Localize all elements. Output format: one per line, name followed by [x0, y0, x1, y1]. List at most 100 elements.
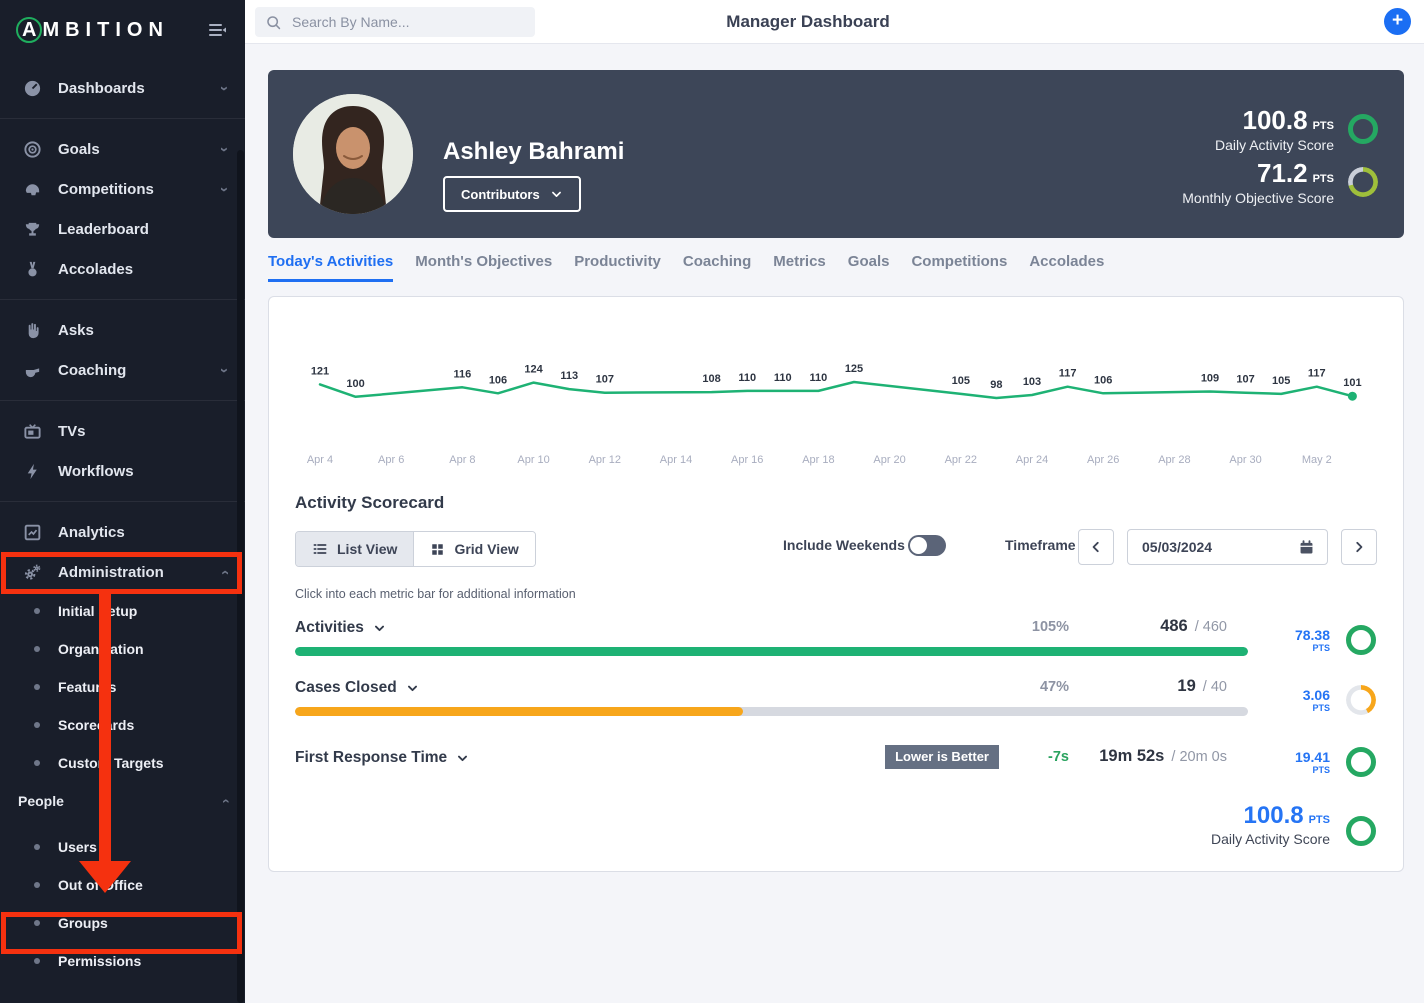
- timeframe-prev-button[interactable]: [1078, 529, 1114, 565]
- sidebar-subitem-label: Features: [58, 679, 117, 695]
- sidebar-item-administration[interactable]: Administration ›: [0, 552, 245, 592]
- chevron-down-icon: ›: [216, 367, 233, 373]
- metric-name-first-response-time[interactable]: First Response Time: [295, 747, 469, 769]
- sidebar-subitem-initial-setup[interactable]: Initial Setup: [0, 592, 245, 630]
- sidebar-item-competitions[interactable]: Competitions ›: [0, 169, 245, 209]
- tab-today-s-activities[interactable]: Today's Activities: [268, 253, 394, 282]
- chart-axis-label: Apr 22: [945, 454, 977, 466]
- sidebar-item-dashboards[interactable]: Dashboards ›: [0, 68, 245, 108]
- sidebar-item-label: Goals: [58, 140, 100, 158]
- daily-score-ring: [1348, 114, 1378, 144]
- sidebar-item-leaderboard[interactable]: Leaderboard: [0, 209, 245, 249]
- contributors-dropdown[interactable]: Contributors: [443, 176, 581, 212]
- chart-axis-label: Apr 24: [1016, 454, 1048, 466]
- sidebar-item-tvs[interactable]: TVs: [0, 411, 245, 451]
- tab-month-s-objectives[interactable]: Month's Objectives: [415, 253, 553, 270]
- tab-accolades[interactable]: Accolades: [1029, 253, 1105, 270]
- chevron-down-icon: [373, 622, 386, 635]
- trophy-icon: [22, 219, 42, 239]
- chevron-right-icon: [1352, 540, 1366, 554]
- chart-value-label: 107: [1236, 374, 1254, 386]
- sidebar-subitem-custom-targets[interactable]: Custom Targets: [0, 744, 245, 782]
- sidebar-subitem-out-of-office[interactable]: Out of Office: [0, 866, 245, 904]
- weekends-toggle[interactable]: [908, 535, 946, 556]
- sidebar-subitem-groups[interactable]: Groups: [0, 904, 245, 942]
- sidebar-item-goals[interactable]: Goals ›: [0, 129, 245, 169]
- metric-progress-bar[interactable]: [295, 647, 1248, 656]
- sidebar-subitem-organization[interactable]: Organization: [0, 630, 245, 668]
- hand-icon: [22, 320, 42, 340]
- sidebar-subitem-permissions[interactable]: Permissions: [0, 942, 245, 980]
- sidebar-item-coaching[interactable]: Coaching ›: [0, 350, 245, 390]
- sidebar-item-analytics[interactable]: Analytics: [0, 512, 245, 552]
- metric-delta: -7s: [1048, 749, 1069, 765]
- metric-name-cases-closed[interactable]: Cases Closed: [295, 677, 419, 699]
- sidebar-item-workflows[interactable]: Workflows: [0, 451, 245, 491]
- sidebar-item-label: TVs: [58, 422, 86, 440]
- chart-value-label: 110: [810, 372, 828, 384]
- nav-separator: [0, 299, 245, 300]
- chevron-down-icon: [550, 188, 563, 201]
- metric-progress-bar[interactable]: [295, 707, 1248, 716]
- calendar-icon: [1298, 539, 1315, 556]
- daily-score-value: 100.8: [1242, 105, 1308, 135]
- metric-row-first-response-time[interactable]: First Response Time Lower is Better -7s 19m…: [269, 745, 1403, 807]
- sidebar-section-people[interactable]: People ›: [0, 782, 245, 820]
- timeframe-date-input[interactable]: 05/03/2024: [1127, 529, 1328, 565]
- metric-value: 19 / 40: [1177, 677, 1227, 695]
- sidebar-subitem-label: Groups: [58, 915, 108, 931]
- chart-axis-label: Apr 6: [378, 454, 404, 466]
- add-button[interactable]: +: [1384, 8, 1411, 35]
- metric-points: 3.06 PTS: [1302, 687, 1330, 714]
- chart-axis-label: Apr 16: [731, 454, 763, 466]
- toggle-knob: [910, 537, 927, 554]
- chart-axis-label: Apr 12: [589, 454, 621, 466]
- top-header: Manager Dashboard +: [245, 0, 1424, 44]
- metric-row-activities[interactable]: Activities 105% 486 / 460 78.38 PTS: [269, 617, 1403, 677]
- sidebar-subitem-users[interactable]: Users: [0, 828, 245, 866]
- tab-competitions[interactable]: Competitions: [911, 253, 1008, 270]
- sidebar-scrollbar[interactable]: [237, 150, 244, 1003]
- sidebar-item-label: Asks: [58, 321, 94, 339]
- sidebar-item-asks[interactable]: Asks: [0, 310, 245, 350]
- scorecard-title: Activity Scorecard: [295, 493, 445, 512]
- tab-metrics[interactable]: Metrics: [773, 253, 826, 270]
- tab-goals[interactable]: Goals: [847, 253, 890, 270]
- metric-row-cases-closed[interactable]: Cases Closed 47% 19 / 40 3.06 PTS: [269, 677, 1403, 737]
- main-content: Ashley Bahrami Contributors 100.8 PTS Dai…: [245, 44, 1424, 1003]
- sidebar-item-accolades[interactable]: Accolades: [0, 249, 245, 289]
- collapse-sidebar-icon[interactable]: [207, 20, 227, 40]
- sidebar-subitem-label: Scorecards: [58, 717, 135, 733]
- chart-value-label: 121: [311, 365, 329, 377]
- sidebar-subitem-scorecards[interactable]: Scorecards: [0, 706, 245, 744]
- timeframe-next-button[interactable]: [1341, 529, 1377, 565]
- metric-name-activities[interactable]: Activities: [295, 617, 386, 639]
- search-input[interactable]: [290, 13, 510, 31]
- bullet-icon: [34, 882, 40, 888]
- gauge-icon: [22, 78, 42, 98]
- chart-value-label: 108: [702, 373, 720, 385]
- tab-coaching[interactable]: Coaching: [682, 253, 752, 270]
- chevron-down-icon: ›: [216, 146, 233, 152]
- include-weekends-label: Include Weekends: [783, 537, 905, 553]
- sidebar-subitem-features[interactable]: Features: [0, 668, 245, 706]
- chart-axis-label: Apr 26: [1087, 454, 1119, 466]
- metric-progress-fill: [295, 647, 1248, 656]
- chart-value-label: 105: [1272, 375, 1290, 387]
- chart-value-label: 100: [346, 378, 364, 390]
- grid-view-button[interactable]: Grid View: [413, 532, 535, 566]
- list-view-button[interactable]: List View: [296, 532, 414, 566]
- chart-value-label: 117: [1308, 368, 1326, 380]
- tab-productivity[interactable]: Productivity: [574, 253, 661, 270]
- chart-value-label: 98: [990, 379, 1002, 391]
- metric-value: 486 / 460: [1160, 617, 1227, 635]
- bullet-icon: [34, 958, 40, 964]
- line-chart-svg: 121 100 116 106 124 113 107 108 110 110 110 125 105 9…: [307, 363, 1362, 466]
- monthly-score-label: Monthly Objective Score: [1182, 190, 1334, 206]
- monthly-score-ring: [1348, 167, 1378, 197]
- chevron-down-icon: ›: [216, 85, 233, 91]
- chart-value-label: 107: [596, 374, 614, 386]
- chart-value-label: 109: [1201, 372, 1219, 384]
- timeframe-label: Timeframe: [1005, 537, 1076, 553]
- search-box[interactable]: [255, 7, 535, 37]
